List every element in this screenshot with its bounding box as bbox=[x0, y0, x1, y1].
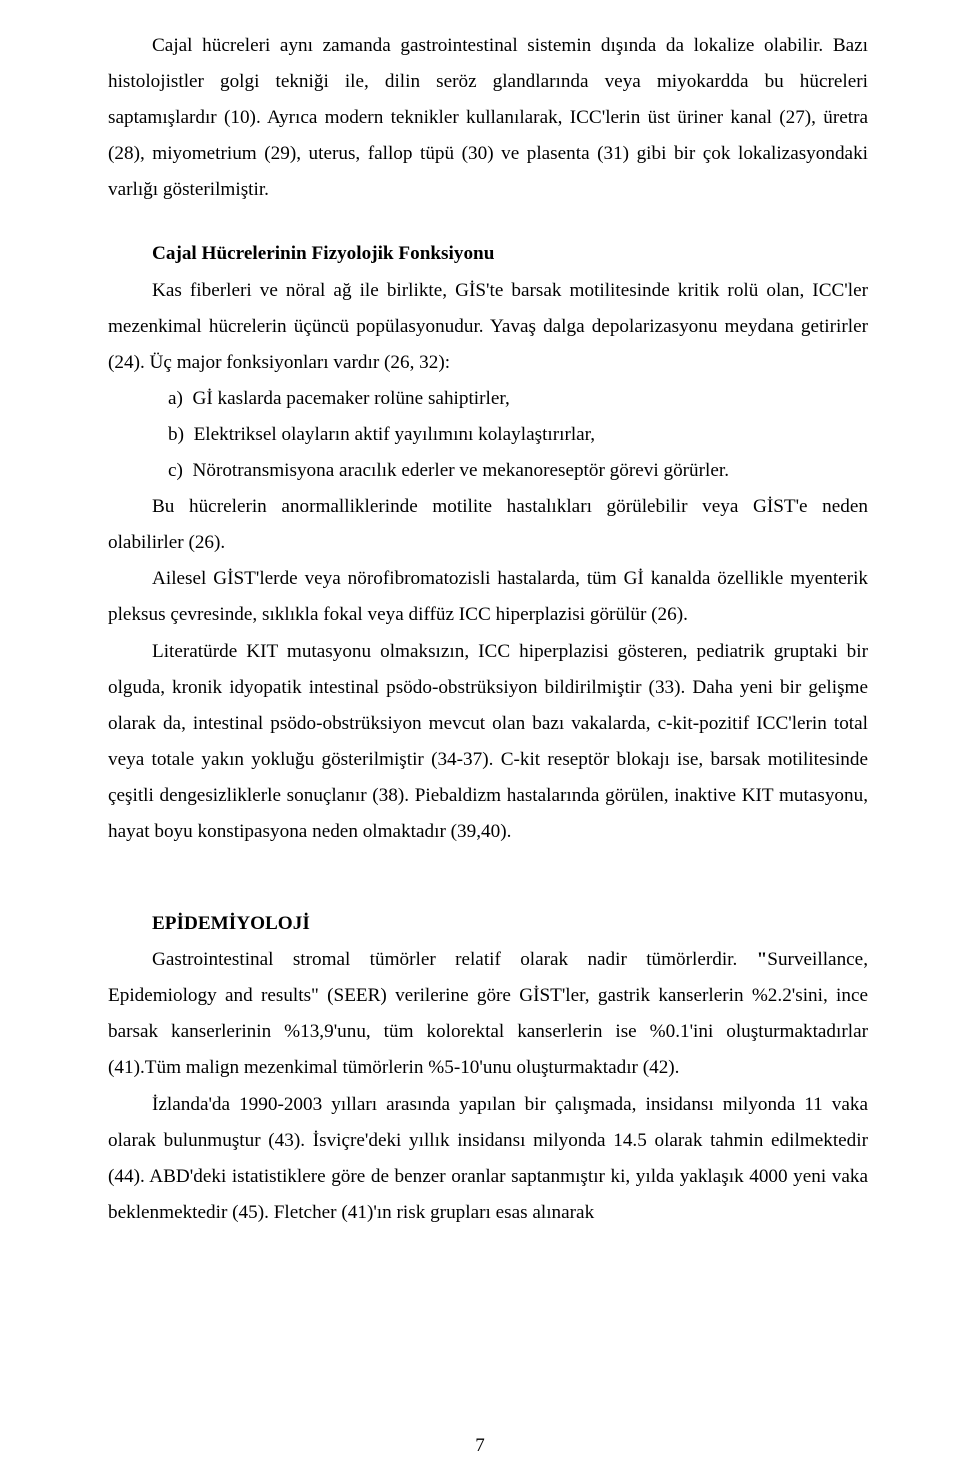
paragraph-6-part-a: Gastrointestinal stromal tümörler relati… bbox=[152, 949, 757, 970]
paragraph-3: Bu hücrelerin anormalliklerinde motilite… bbox=[108, 489, 868, 561]
paragraph-6: Gastrointestinal stromal tümörler relati… bbox=[108, 942, 868, 1086]
function-list: a) Gİ kaslarda pacemaker rolüne sahiptir… bbox=[108, 381, 868, 489]
paragraph-1: Cajal hücreleri aynı zamanda gastrointes… bbox=[108, 28, 868, 208]
paragraph-5: Literatürde KIT mutasyonu olmaksızın, IC… bbox=[108, 634, 868, 851]
subheading-cajal-function: Cajal Hücrelerinin Fizyolojik Fonksiyonu bbox=[108, 236, 868, 272]
paragraph-6-quote: " bbox=[757, 949, 768, 970]
paragraph-4: Ailesel GİST'lerde veya nörofibromatozis… bbox=[108, 561, 868, 633]
paragraph-7: İzlanda'da 1990-2003 yılları arasında ya… bbox=[108, 1087, 868, 1231]
page-number: 7 bbox=[0, 1428, 960, 1464]
list-item-c: c) Nörotransmisyona aracılık ederler ve … bbox=[108, 453, 868, 489]
paragraph-2: Kas fiberleri ve nöral ağ ile birlikte, … bbox=[108, 273, 868, 381]
list-item-a: a) Gİ kaslarda pacemaker rolüne sahiptir… bbox=[108, 381, 868, 417]
document-page: Cajal hücreleri aynı zamanda gastrointes… bbox=[0, 0, 960, 1480]
list-item-b: b) Elektriksel olayların aktif yayılımın… bbox=[108, 417, 868, 453]
heading-epidemiology: EPİDEMİYOLOJİ bbox=[108, 906, 868, 942]
